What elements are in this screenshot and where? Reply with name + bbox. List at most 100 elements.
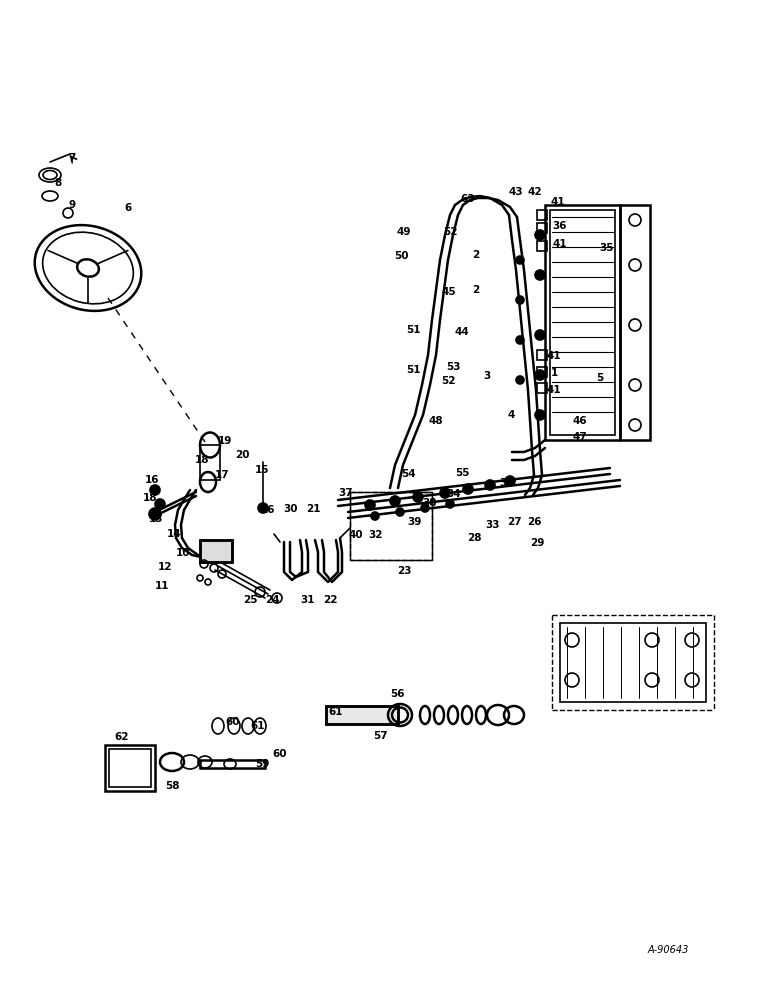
Text: 49: 49 — [397, 227, 411, 237]
Text: 56: 56 — [390, 689, 405, 699]
Text: 61: 61 — [329, 707, 344, 717]
Circle shape — [440, 488, 450, 498]
Text: 41: 41 — [553, 239, 567, 249]
Bar — [537, 241, 547, 251]
Text: 13: 13 — [149, 514, 163, 524]
Circle shape — [535, 370, 545, 380]
Text: 29: 29 — [530, 538, 544, 548]
Circle shape — [516, 336, 524, 344]
Bar — [620, 205, 650, 440]
Circle shape — [371, 512, 379, 520]
Bar — [560, 623, 706, 702]
Text: 31: 31 — [301, 595, 315, 605]
Text: 46: 46 — [573, 416, 587, 426]
Text: 26: 26 — [527, 517, 541, 527]
Text: 54: 54 — [401, 469, 415, 479]
Bar — [537, 210, 547, 220]
Text: 51: 51 — [406, 325, 420, 335]
Circle shape — [463, 484, 473, 494]
Circle shape — [396, 508, 404, 516]
Text: 63: 63 — [461, 194, 476, 204]
Text: 42: 42 — [528, 187, 542, 197]
Text: 2: 2 — [472, 250, 479, 260]
Bar — [537, 367, 547, 377]
Text: 59: 59 — [255, 759, 269, 769]
Text: 34: 34 — [447, 489, 462, 499]
Bar — [200, 540, 232, 562]
Bar — [550, 210, 615, 435]
Circle shape — [535, 410, 545, 420]
Text: 1: 1 — [550, 368, 557, 378]
Text: 33: 33 — [486, 520, 500, 530]
Text: 34: 34 — [499, 478, 514, 488]
Text: 5: 5 — [597, 373, 604, 383]
Text: 25: 25 — [242, 595, 257, 605]
Text: 35: 35 — [600, 243, 615, 253]
Circle shape — [155, 499, 165, 509]
Text: 23: 23 — [397, 566, 411, 576]
Text: 39: 39 — [408, 517, 422, 527]
Text: 32: 32 — [369, 530, 383, 540]
Text: 53: 53 — [445, 362, 460, 372]
Text: 18: 18 — [195, 455, 209, 465]
Circle shape — [535, 230, 545, 240]
Text: 15: 15 — [255, 465, 269, 475]
Text: 52: 52 — [443, 227, 457, 237]
Text: 22: 22 — [323, 595, 337, 605]
Text: 18: 18 — [143, 493, 157, 503]
Text: 21: 21 — [306, 504, 320, 514]
Text: 24: 24 — [265, 595, 279, 605]
Text: 8: 8 — [54, 178, 62, 188]
Circle shape — [390, 496, 400, 506]
Text: 12: 12 — [157, 562, 172, 572]
Text: 52: 52 — [441, 376, 455, 386]
Text: 7: 7 — [68, 153, 76, 163]
Text: 41: 41 — [550, 197, 565, 207]
Circle shape — [413, 492, 423, 502]
Bar — [200, 445, 220, 480]
Text: 57: 57 — [374, 731, 388, 741]
Bar — [537, 350, 547, 360]
Text: 17: 17 — [215, 470, 229, 480]
Circle shape — [516, 256, 524, 264]
Text: 16: 16 — [261, 505, 276, 515]
Bar — [109, 749, 151, 787]
Circle shape — [149, 508, 161, 520]
Circle shape — [516, 296, 524, 304]
Text: 4: 4 — [507, 410, 515, 420]
Text: 6: 6 — [124, 203, 131, 213]
Text: 20: 20 — [235, 450, 249, 460]
Bar — [326, 706, 398, 724]
Text: 62: 62 — [115, 732, 129, 742]
Text: 47: 47 — [573, 432, 587, 442]
Text: 41: 41 — [547, 385, 561, 395]
Circle shape — [535, 270, 545, 280]
Circle shape — [421, 504, 429, 512]
Text: 9: 9 — [69, 200, 76, 210]
Text: 50: 50 — [394, 251, 408, 261]
Text: 44: 44 — [455, 327, 469, 337]
Circle shape — [258, 503, 268, 513]
Text: 16: 16 — [145, 475, 159, 485]
Bar — [350, 492, 432, 560]
Text: 27: 27 — [506, 517, 521, 527]
Text: 41: 41 — [547, 351, 561, 361]
Text: 38: 38 — [423, 498, 437, 508]
Bar — [200, 760, 265, 768]
Text: 60: 60 — [273, 749, 287, 759]
Text: 55: 55 — [455, 468, 469, 478]
Circle shape — [516, 376, 524, 384]
Text: 28: 28 — [467, 533, 481, 543]
Circle shape — [485, 480, 495, 490]
Text: 10: 10 — [176, 548, 190, 558]
Text: 48: 48 — [428, 416, 443, 426]
Text: 3: 3 — [483, 371, 491, 381]
Bar — [545, 205, 620, 440]
Circle shape — [505, 476, 515, 486]
Text: 60: 60 — [225, 717, 240, 727]
Text: 36: 36 — [553, 221, 567, 231]
Circle shape — [365, 500, 375, 510]
Text: 45: 45 — [442, 287, 456, 297]
Text: 2: 2 — [472, 285, 479, 295]
Text: 19: 19 — [218, 436, 232, 446]
